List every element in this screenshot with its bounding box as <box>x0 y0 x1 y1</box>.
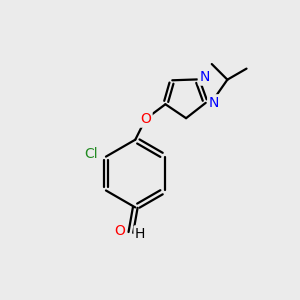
Text: Cl: Cl <box>84 147 98 161</box>
Text: N: N <box>209 96 219 110</box>
Text: O: O <box>140 112 151 126</box>
Text: H: H <box>135 227 146 241</box>
Text: O: O <box>114 224 125 238</box>
Text: N: N <box>200 70 210 84</box>
